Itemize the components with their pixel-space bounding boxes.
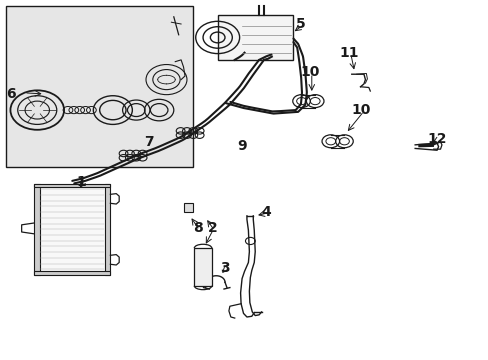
Text: 5: 5 bbox=[295, 17, 305, 31]
Text: 1: 1 bbox=[76, 175, 86, 189]
Text: 7: 7 bbox=[144, 135, 154, 149]
Bar bbox=[104, 184, 110, 275]
Bar bbox=[34, 184, 40, 275]
Text: 10: 10 bbox=[351, 103, 370, 117]
Text: 11: 11 bbox=[339, 46, 358, 60]
Text: 10: 10 bbox=[300, 66, 319, 80]
Text: 2: 2 bbox=[207, 221, 217, 235]
Bar bbox=[36, 185, 108, 273]
Text: 4: 4 bbox=[261, 205, 271, 219]
Text: 12: 12 bbox=[427, 132, 446, 146]
Text: 6: 6 bbox=[7, 87, 16, 101]
Text: 3: 3 bbox=[220, 261, 229, 275]
FancyBboxPatch shape bbox=[217, 15, 293, 60]
Bar bbox=[34, 271, 110, 275]
Bar bbox=[194, 248, 211, 286]
Text: 9: 9 bbox=[237, 139, 246, 153]
Bar bbox=[34, 184, 110, 187]
Text: 8: 8 bbox=[193, 221, 203, 235]
Bar bbox=[183, 203, 192, 212]
Bar bbox=[5, 6, 193, 167]
